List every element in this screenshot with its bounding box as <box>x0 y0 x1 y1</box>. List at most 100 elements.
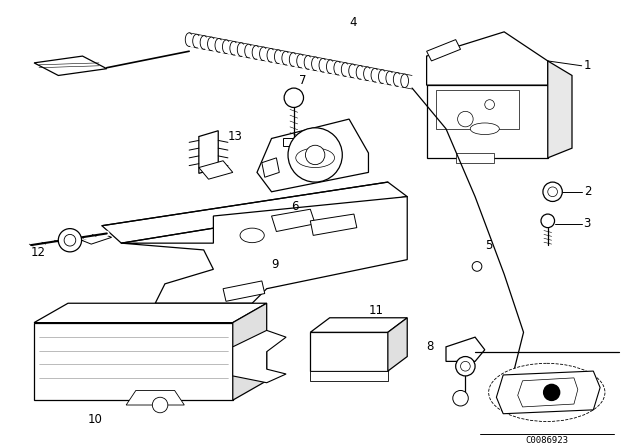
Polygon shape <box>456 153 495 163</box>
Circle shape <box>152 397 168 413</box>
Polygon shape <box>34 56 107 75</box>
Text: C0086923: C0086923 <box>525 436 568 445</box>
Polygon shape <box>257 119 369 192</box>
Polygon shape <box>81 233 111 244</box>
Circle shape <box>58 228 81 252</box>
Polygon shape <box>427 39 461 61</box>
Circle shape <box>458 112 473 127</box>
Ellipse shape <box>204 37 211 51</box>
Ellipse shape <box>289 53 297 66</box>
Ellipse shape <box>300 56 308 69</box>
Polygon shape <box>427 85 548 158</box>
Polygon shape <box>34 303 267 323</box>
Polygon shape <box>283 138 305 146</box>
Ellipse shape <box>390 73 397 86</box>
Text: 4: 4 <box>349 16 356 29</box>
Circle shape <box>452 391 468 406</box>
Ellipse shape <box>382 71 390 85</box>
Ellipse shape <box>230 41 237 55</box>
Ellipse shape <box>334 61 342 75</box>
Ellipse shape <box>278 52 285 65</box>
Ellipse shape <box>244 44 252 58</box>
Ellipse shape <box>401 74 408 88</box>
Ellipse shape <box>256 47 264 60</box>
Polygon shape <box>497 371 600 414</box>
Ellipse shape <box>218 40 227 53</box>
Ellipse shape <box>226 41 234 55</box>
Text: 3: 3 <box>584 217 591 230</box>
Ellipse shape <box>252 46 260 59</box>
Circle shape <box>541 214 554 228</box>
Polygon shape <box>126 391 184 405</box>
Polygon shape <box>427 32 548 85</box>
Ellipse shape <box>267 48 275 62</box>
Ellipse shape <box>360 67 367 81</box>
Circle shape <box>543 182 563 202</box>
Ellipse shape <box>394 73 401 86</box>
Ellipse shape <box>263 48 271 62</box>
Polygon shape <box>310 371 388 381</box>
Ellipse shape <box>330 61 338 75</box>
Text: 9: 9 <box>271 258 279 271</box>
Polygon shape <box>102 182 407 243</box>
Ellipse shape <box>323 60 330 73</box>
Text: 8: 8 <box>427 340 434 353</box>
Ellipse shape <box>297 54 305 68</box>
Ellipse shape <box>285 53 293 66</box>
Ellipse shape <box>193 34 200 48</box>
Polygon shape <box>223 281 265 302</box>
Circle shape <box>64 234 76 246</box>
Ellipse shape <box>352 65 360 79</box>
Ellipse shape <box>296 148 335 168</box>
Ellipse shape <box>489 363 605 422</box>
Text: 2: 2 <box>584 185 591 198</box>
Ellipse shape <box>185 33 193 47</box>
Ellipse shape <box>200 36 208 49</box>
Polygon shape <box>199 161 233 179</box>
Ellipse shape <box>211 39 219 52</box>
Polygon shape <box>233 330 286 383</box>
Polygon shape <box>122 197 407 303</box>
Ellipse shape <box>319 58 327 72</box>
Ellipse shape <box>282 52 290 65</box>
Polygon shape <box>388 318 407 371</box>
Polygon shape <box>518 378 578 407</box>
Polygon shape <box>262 158 279 177</box>
Text: 12: 12 <box>31 246 46 259</box>
Ellipse shape <box>223 40 230 53</box>
Text: 1: 1 <box>584 59 591 72</box>
Polygon shape <box>446 337 484 362</box>
Ellipse shape <box>386 71 394 85</box>
Ellipse shape <box>275 50 282 64</box>
Text: 5: 5 <box>484 239 492 252</box>
Ellipse shape <box>326 60 334 73</box>
Ellipse shape <box>237 43 245 56</box>
Circle shape <box>288 128 342 182</box>
Ellipse shape <box>189 34 196 48</box>
Polygon shape <box>310 332 388 371</box>
Ellipse shape <box>470 123 499 134</box>
Ellipse shape <box>341 63 349 76</box>
Polygon shape <box>34 323 233 400</box>
Ellipse shape <box>207 37 215 51</box>
Ellipse shape <box>345 64 353 78</box>
Text: 11: 11 <box>369 305 383 318</box>
Ellipse shape <box>315 58 323 72</box>
Ellipse shape <box>397 74 404 88</box>
Circle shape <box>284 88 303 108</box>
Circle shape <box>484 100 495 109</box>
Ellipse shape <box>371 69 379 82</box>
Polygon shape <box>548 61 572 158</box>
Circle shape <box>543 383 561 401</box>
Ellipse shape <box>248 46 256 59</box>
Text: 13: 13 <box>228 130 243 143</box>
Circle shape <box>305 145 325 164</box>
Ellipse shape <box>241 44 248 58</box>
Polygon shape <box>310 214 357 235</box>
Polygon shape <box>310 318 407 332</box>
Polygon shape <box>233 303 267 400</box>
Ellipse shape <box>356 65 364 79</box>
Ellipse shape <box>215 39 223 52</box>
Ellipse shape <box>374 70 382 83</box>
Ellipse shape <box>240 228 264 243</box>
